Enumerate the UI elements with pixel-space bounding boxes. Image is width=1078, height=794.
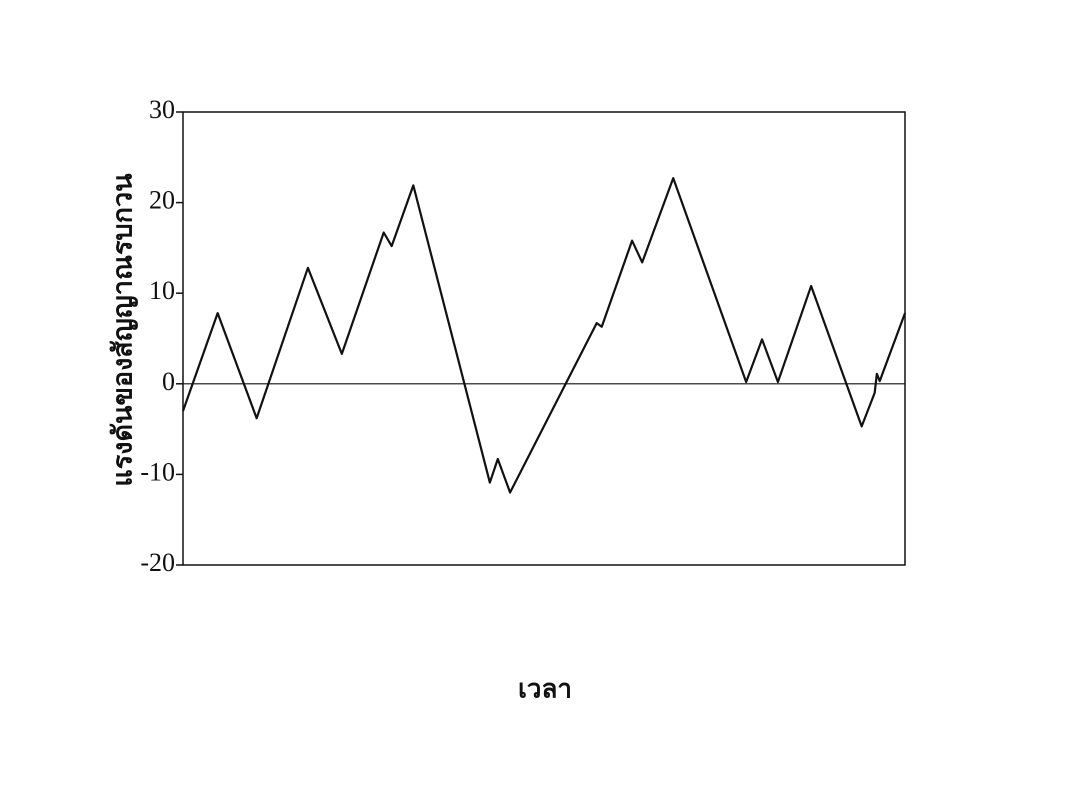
y-tick-label: 0 — [162, 367, 175, 396]
data-line — [183, 178, 905, 492]
y-tick-label: 20 — [149, 186, 175, 215]
y-axis-label: แรงดันของสัญญาณรบกวน — [108, 173, 139, 487]
x-axis-label: เวลา — [518, 675, 572, 705]
plot-frame — [183, 112, 905, 565]
chart: แรงดันของสัญญาณรบกวน เวลา -20 -10 0 10 20 30 — [0, 0, 1078, 789]
y-tick-label: 30 — [149, 95, 175, 124]
page: {"chart_data": {"type": "line", "x_label… — [0, 0, 1078, 789]
y-tick-label: -10 — [140, 457, 175, 486]
y-tick-label: -20 — [140, 548, 175, 577]
y-tick-label: 10 — [149, 276, 175, 305]
